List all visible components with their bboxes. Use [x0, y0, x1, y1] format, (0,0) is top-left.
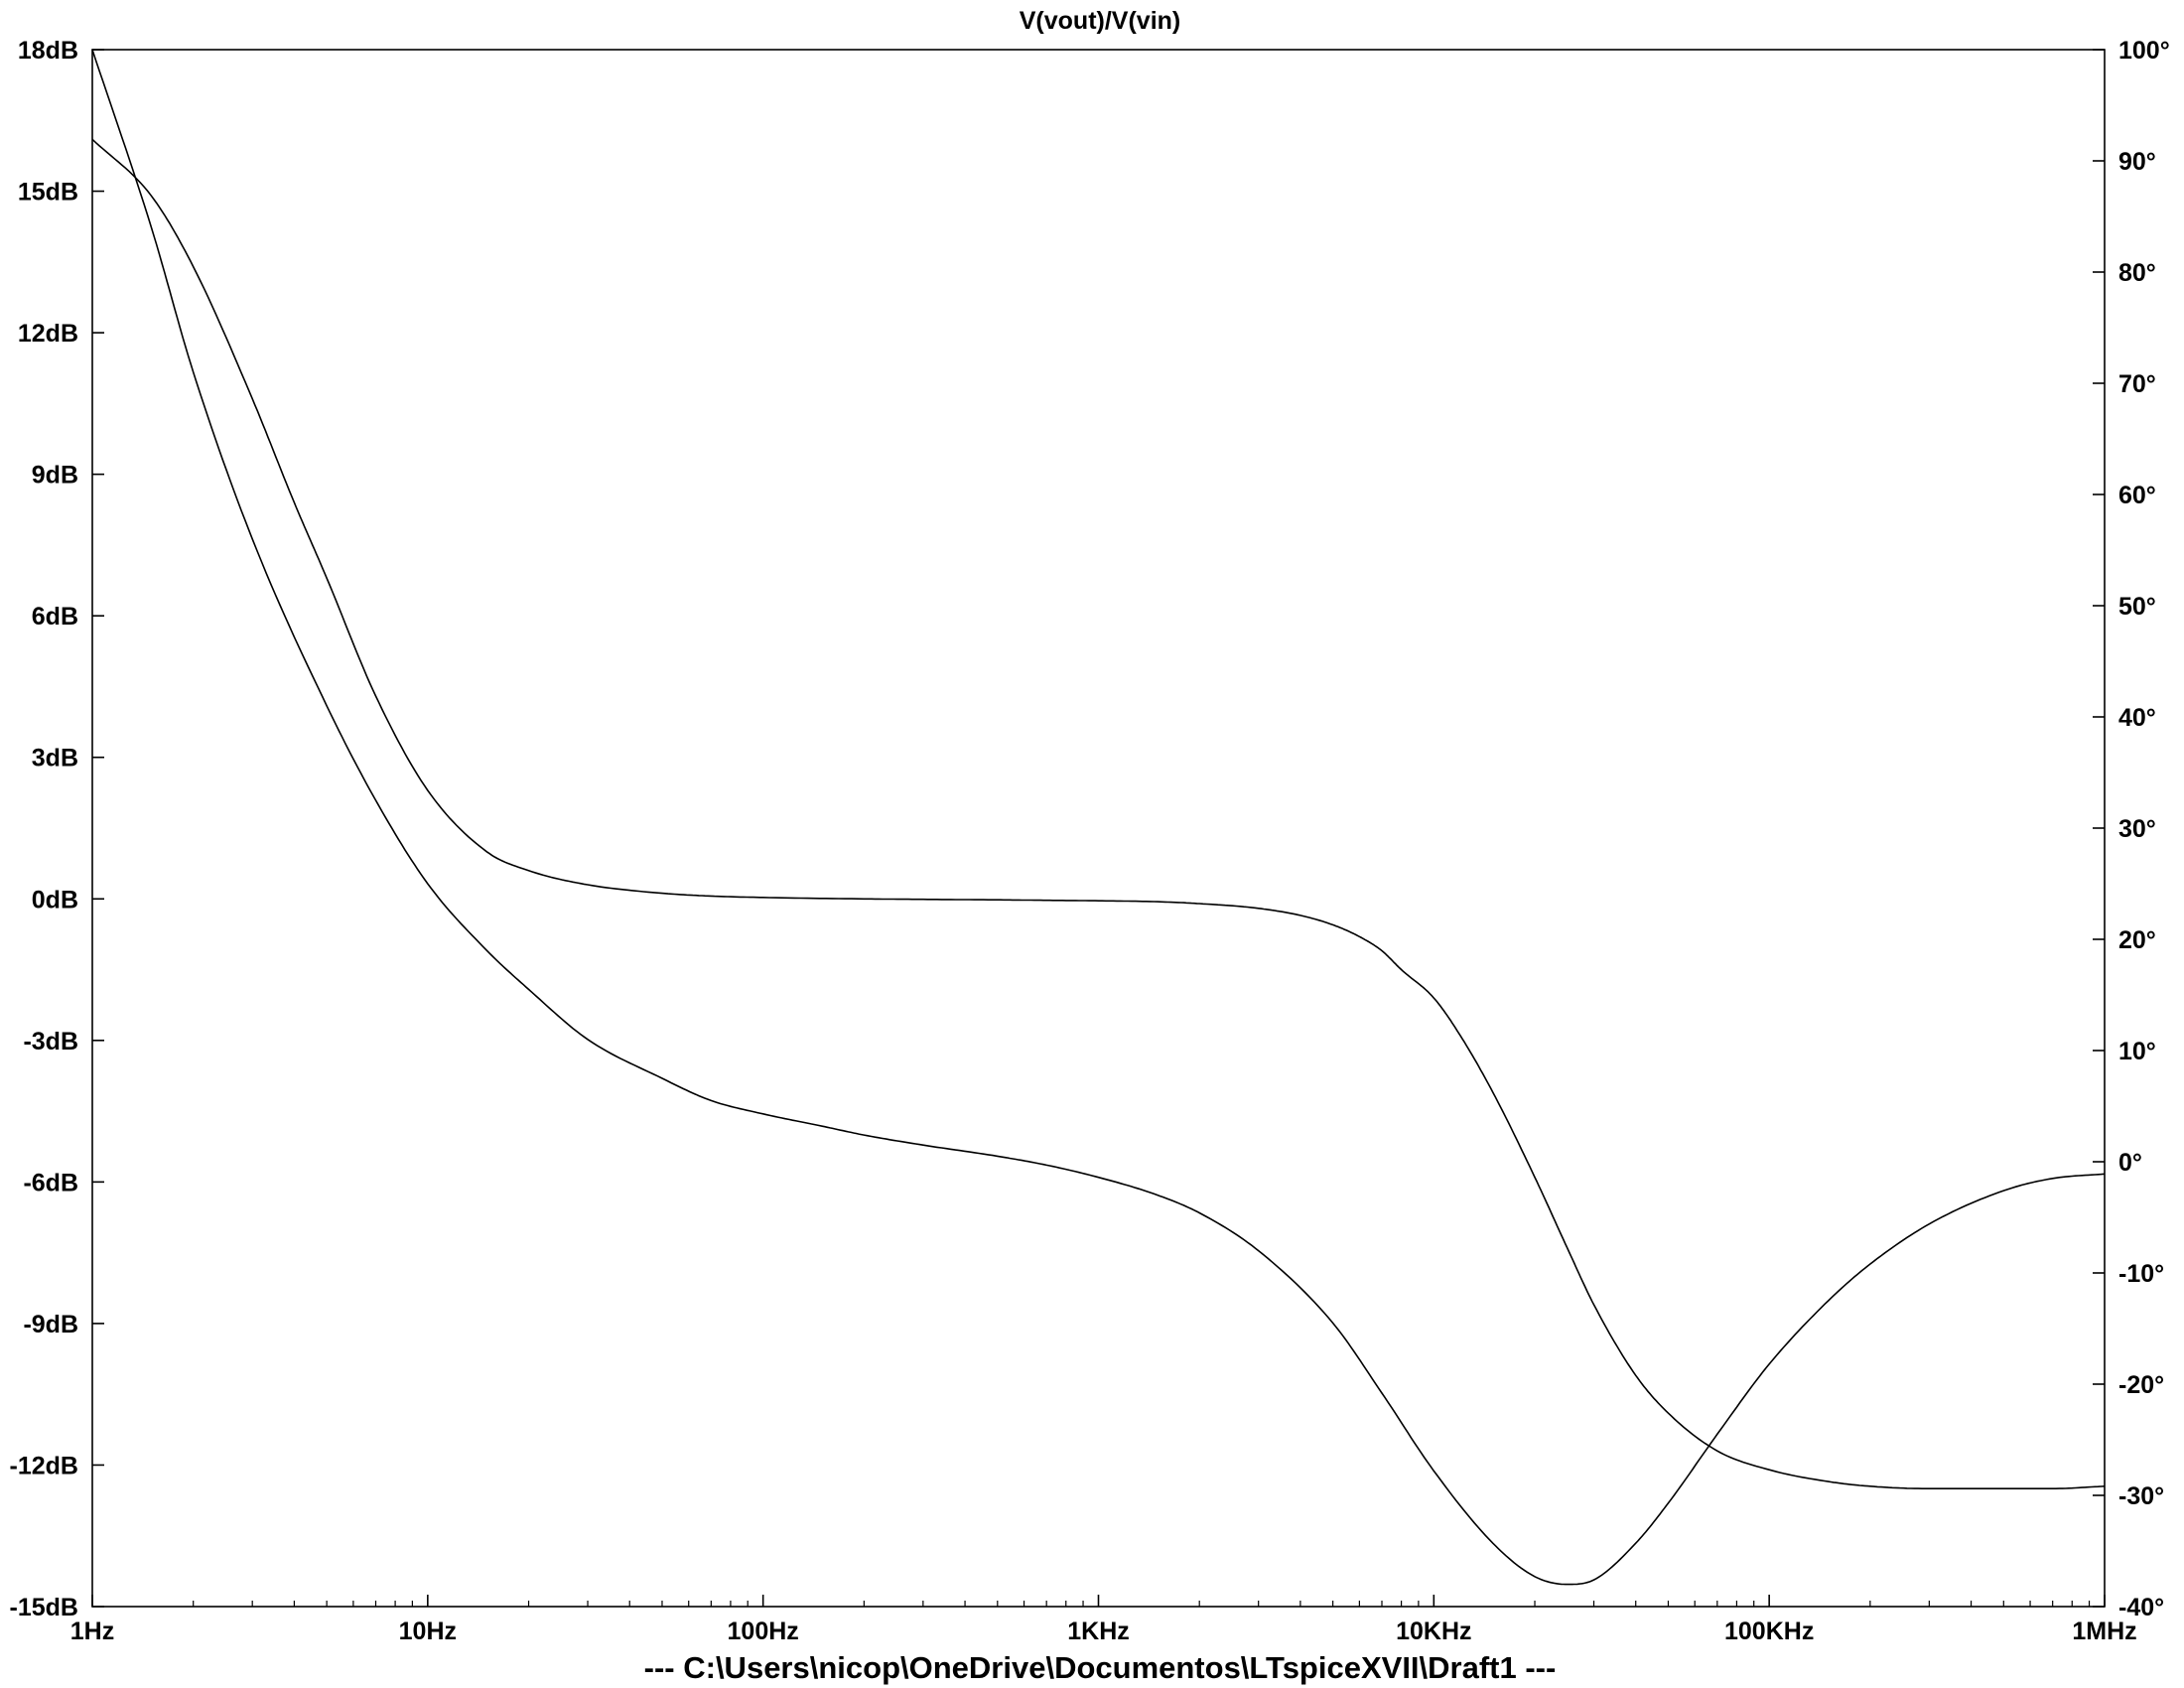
y-left-tick-label: 12dB: [18, 320, 78, 348]
y-right-tick-label: -40°: [2118, 1594, 2164, 1621]
y-left-tick-label: -3dB: [23, 1028, 78, 1055]
y-right-tick-label: 40°: [2118, 704, 2156, 732]
x-tick-label: 100KHz: [1724, 1618, 1814, 1645]
y-right-tick-label: 60°: [2118, 482, 2156, 509]
y-right-tick-label: 70°: [2118, 370, 2156, 398]
curves-layer: [91, 49, 2106, 1586]
y-left-tick-label: 9dB: [32, 462, 78, 490]
y-right-tick-label: 100°: [2118, 37, 2170, 65]
y-left-tick-label: 6dB: [32, 603, 78, 631]
y-left-tick-label: -12dB: [10, 1452, 78, 1479]
y-left-tick-label: 15dB: [18, 179, 78, 207]
y-right-tick-label: 0°: [2118, 1149, 2142, 1177]
y-right-tick-label: 10°: [2118, 1038, 2156, 1065]
chart-title: V(vout)/V(vin): [1020, 7, 1181, 35]
y-left-tick-label: -15dB: [10, 1594, 78, 1621]
y-right-tick-label: 50°: [2118, 593, 2156, 621]
phase-curve: [91, 49, 2106, 1586]
x-tick-label: 1KHz: [1067, 1618, 1130, 1645]
y-left-tick-label: -6dB: [23, 1169, 78, 1196]
ticks-layer: [91, 49, 2106, 1608]
y-left-tick-label: 18dB: [18, 37, 78, 65]
right-axis-labels: 100° 90° 80° 70° 60° 50° 40° 30° 20° 10° 0° -10° -20…: [2118, 37, 2170, 1621]
plot-frame: [91, 49, 2106, 1608]
y-right-tick-label: 30°: [2118, 815, 2156, 843]
x-tick-label: 100Hz: [728, 1618, 799, 1645]
left-axis-labels: 18dB 15dB 12dB 9dB 6dB 3dB 0dB -3dB -6dB -9dB -12d…: [10, 37, 78, 1621]
x-axis-labels: 1Hz 10Hz 100Hz 1KHz 10KHz 100KHz 1MHz: [70, 1618, 2137, 1645]
x-tick-label: 10KHz: [1396, 1618, 1471, 1645]
y-left-tick-label: 0dB: [32, 886, 78, 914]
y-left-tick-label: 3dB: [32, 745, 78, 773]
x-tick-label: 1Hz: [70, 1618, 114, 1645]
footer-file-path: --- C:\Users\nicop\OneDrive\Documentos\L…: [644, 1650, 1557, 1685]
y-right-tick-label: 90°: [2118, 148, 2156, 176]
x-tick-label: 10Hz: [399, 1618, 457, 1645]
magnitude-curve: [91, 138, 2106, 1489]
y-right-tick-label: -20°: [2118, 1371, 2164, 1399]
y-right-tick-label: 80°: [2118, 259, 2156, 287]
y-right-tick-label: -30°: [2118, 1482, 2164, 1510]
y-right-tick-label: 20°: [2118, 926, 2156, 954]
y-left-tick-label: -9dB: [23, 1311, 78, 1338]
y-right-tick-label: -10°: [2118, 1260, 2164, 1288]
x-tick-label: 1MHz: [2072, 1618, 2136, 1645]
